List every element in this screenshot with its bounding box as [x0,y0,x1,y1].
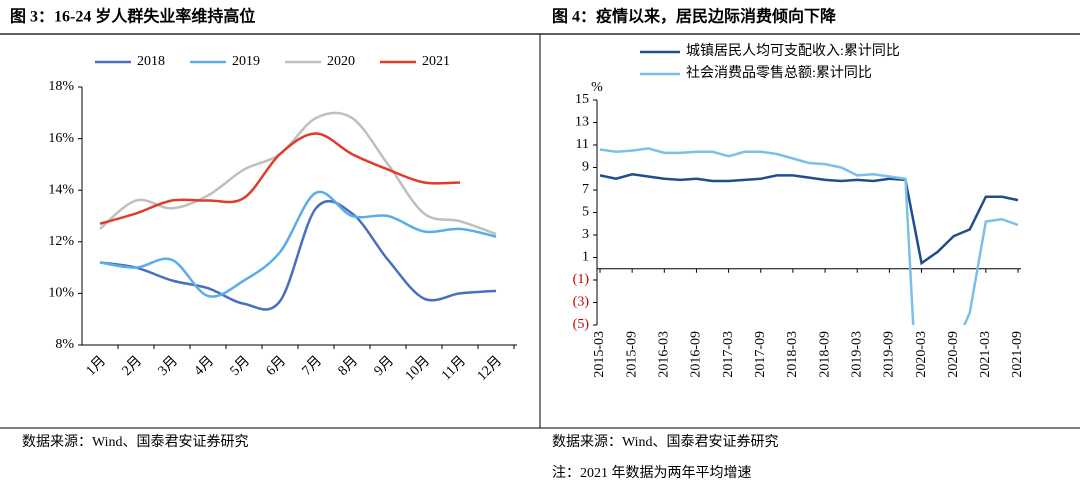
series-line [599,172,1019,266]
series-line [599,147,1019,325]
x-tick-label: 9月 [371,353,397,379]
legend-label: 2019 [232,54,260,69]
x-tick-label: 10月 [402,353,433,384]
x-tick-label: 1月 [83,353,109,379]
y-tick-label: (1) [573,272,590,287]
source: 数据来源：Wind、国泰君安证券研究 [552,434,779,450]
x-tick-label: 5月 [227,353,253,379]
x-tick-label: 2020-09 [946,331,961,378]
chart-title: 图 4：疫情以来，居民边际消费倾向下降 [552,7,837,26]
legend-label: 城镇居民人均可支配收入:累计同比 [686,43,900,59]
legend-label: 社会消费品零售总额:累计同比 [686,65,872,81]
y-tick-label: 11 [576,137,589,152]
x-tick-label: 2015-09 [624,331,639,378]
y-tick-label: 8% [55,337,74,352]
source: 数据来源：Wind、国泰君安证券研究 [22,434,249,450]
y-tick-label: 7 [582,182,589,197]
y-tick-label: 12% [48,234,74,249]
legend-label: 2020 [327,54,355,69]
y-tick-label: 10% [48,286,74,301]
x-tick-label: 2017-09 [753,331,768,378]
chart-title: 图 3：16-24 岁人群失业率维持高位 [10,7,255,26]
y-tick-label: 14% [48,182,74,197]
note: 注：2021 年数据为两年平均增速 [552,465,752,481]
x-tick-label: 12月 [474,353,505,384]
x-tick-label: 2015-03 [592,331,607,378]
x-tick-label: 6月 [263,353,289,379]
x-tick-label: 2019-09 [882,331,897,378]
x-tick-label: 2021-03 [978,331,993,378]
x-tick-label: 2021-09 [1010,331,1025,378]
x-tick-label: 8月 [335,353,361,379]
y-tick-label: 1 [582,250,589,265]
y-axis-label: % [591,80,603,95]
x-tick-label: 3月 [155,353,181,379]
x-tick-label: 4月 [191,353,217,379]
y-tick-label: (5) [573,317,590,332]
x-tick-label: 2019-03 [849,331,864,378]
legend-label: 2021 [422,54,450,69]
y-tick-label: 16% [48,131,74,146]
y-tick-label: 18% [48,79,74,94]
x-tick-label: 2020-03 [914,331,929,378]
series-line [99,111,497,236]
series-line [99,132,461,225]
x-tick-label: 2018-09 [817,331,832,378]
x-tick-label: 2016-09 [689,331,704,378]
y-tick-label: 3 [582,227,589,242]
y-tick-label: 9 [582,160,589,175]
x-tick-label: 2017-03 [721,331,736,378]
series-line [99,199,497,311]
y-tick-label: 15 [575,92,589,107]
y-tick-label: 5 [582,205,589,220]
legend-label: 2018 [137,54,165,69]
y-tick-label: 13 [575,115,589,130]
x-tick-label: 11月 [438,353,469,384]
x-tick-label: 2018-03 [785,331,800,378]
x-tick-label: 2016-03 [657,331,672,378]
x-tick-label: 7月 [299,353,325,379]
x-tick-label: 2月 [119,353,145,379]
series-line [99,190,497,298]
y-tick-label: (3) [573,295,590,310]
